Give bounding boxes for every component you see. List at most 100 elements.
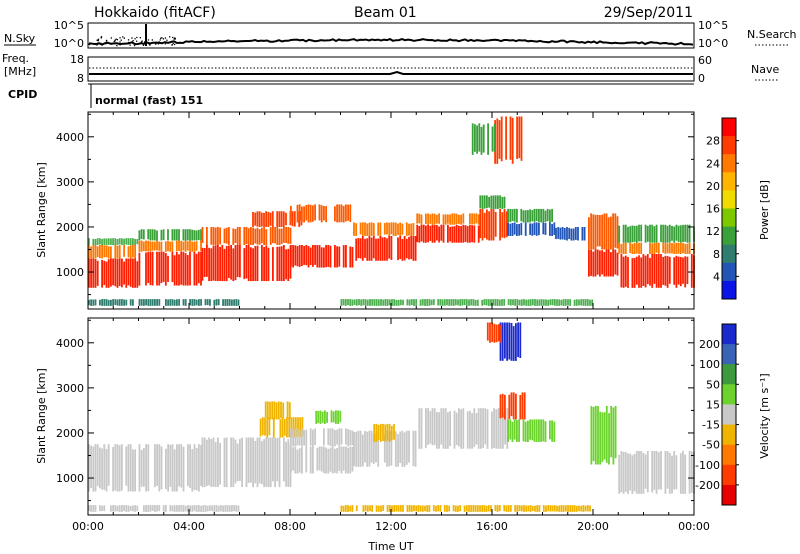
nave-tick-bottom: 0 bbox=[698, 72, 705, 85]
nsearch-tick-top: 10^5 bbox=[698, 19, 728, 32]
colorbar-segment bbox=[722, 384, 736, 405]
power-colorbar-label: Power [dB] bbox=[758, 180, 771, 240]
x-tick-label: 00:00 bbox=[72, 520, 104, 533]
velocity-band bbox=[590, 405, 617, 465]
colorbar-tick-label: 12 bbox=[706, 225, 720, 238]
power-band bbox=[138, 240, 202, 252]
nsky-tick-top: 10^5 bbox=[54, 19, 84, 32]
velocity-band bbox=[264, 401, 291, 420]
colorbar-segment bbox=[722, 172, 736, 191]
colorbar-tick-label: 28 bbox=[706, 135, 720, 148]
power-band bbox=[479, 195, 506, 209]
colorbar-segment bbox=[722, 364, 736, 385]
power-band bbox=[252, 211, 303, 227]
power-band bbox=[88, 245, 136, 259]
colorbar-tick-label: 50 bbox=[706, 378, 720, 391]
velocity-band bbox=[499, 392, 526, 420]
y-tick-label: 2000 bbox=[56, 427, 84, 440]
y-tick-label: 1000 bbox=[56, 472, 84, 485]
power-band bbox=[618, 224, 695, 243]
velocity-band bbox=[88, 505, 240, 512]
x-tick-label: 00:00 bbox=[678, 520, 710, 533]
power-band bbox=[479, 208, 508, 241]
date-title: 29/Sep/2011 bbox=[604, 5, 693, 21]
y-tick-label: 3000 bbox=[56, 176, 84, 189]
nave-tick-top: 60 bbox=[698, 54, 712, 67]
velocity-band bbox=[418, 408, 509, 449]
colorbar-segment bbox=[722, 154, 736, 173]
cpid-panel: CPID normal (fast) 151 bbox=[8, 83, 694, 108]
colorbar-tick-label: -15 bbox=[702, 419, 720, 432]
velocity-band bbox=[201, 437, 292, 488]
x-tick-label: 12:00 bbox=[375, 520, 407, 533]
x-axis-label: Time UT bbox=[367, 540, 413, 553]
beam-title: Beam 01 bbox=[354, 5, 417, 21]
colorbar-tick-label: 24 bbox=[706, 157, 720, 170]
colorbar-segment bbox=[722, 404, 736, 425]
x-tick-label: 20:00 bbox=[577, 520, 609, 533]
freq-panel: Freq. [MHz] 18 8 60 0 Nave bbox=[2, 52, 779, 85]
nsearch-label: N.Search bbox=[747, 28, 797, 41]
velocity-band bbox=[290, 446, 354, 474]
power-band bbox=[138, 229, 202, 241]
nsky-tick-bottom: 10^0 bbox=[54, 37, 84, 50]
x-tick-label: 16:00 bbox=[476, 520, 508, 533]
colorbar-tick-label: 8 bbox=[713, 248, 720, 261]
freq-tick-bottom: 8 bbox=[77, 72, 84, 85]
nsearch-tick-bottom: 10^0 bbox=[698, 37, 728, 50]
colorbar-tick-label: 20 bbox=[706, 180, 720, 193]
velocity-band bbox=[290, 428, 354, 447]
power-band bbox=[416, 224, 480, 243]
nsky-search-dots bbox=[96, 24, 176, 47]
colorbar-tick-label: 16 bbox=[706, 203, 720, 216]
velocity-ylabel: Slant Range [km] bbox=[35, 368, 48, 464]
colorbar-segment bbox=[722, 424, 736, 446]
y-tick-label: 4000 bbox=[56, 337, 84, 350]
power-band bbox=[290, 245, 354, 268]
power-band bbox=[88, 258, 139, 288]
freq-trace bbox=[89, 70, 693, 75]
colorbar-segment bbox=[722, 226, 736, 246]
power-band bbox=[355, 236, 417, 261]
power-band bbox=[620, 254, 695, 288]
power-band bbox=[507, 208, 553, 223]
power-band bbox=[471, 123, 496, 155]
y-tick-label: 3000 bbox=[56, 382, 84, 395]
power-band bbox=[88, 299, 240, 306]
colorbar-tick-label: 200 bbox=[699, 338, 720, 351]
y-tick-label: 1000 bbox=[56, 266, 84, 279]
velocity-band bbox=[507, 419, 556, 442]
power-ylabel: Slant Range [km] bbox=[35, 162, 48, 258]
power-data bbox=[88, 116, 695, 306]
nave-label: Nave bbox=[751, 63, 779, 76]
colorbar-tick-label: -200 bbox=[695, 479, 720, 492]
x-tick-label: 04:00 bbox=[173, 520, 205, 533]
nsky-trace bbox=[88, 38, 694, 46]
x-tick-label: 08:00 bbox=[274, 520, 306, 533]
velocity-band bbox=[373, 423, 395, 442]
freq-unit-label: [MHz] bbox=[4, 65, 36, 78]
freq-tick-top: 18 bbox=[70, 53, 84, 66]
velocity-band bbox=[618, 451, 695, 494]
power-band bbox=[555, 227, 586, 241]
freq-label: Freq. bbox=[2, 52, 29, 65]
colorbar-tick-label: -100 bbox=[695, 459, 720, 472]
velocity-data bbox=[88, 322, 695, 512]
colorbar-segment bbox=[722, 464, 736, 486]
velocity-band bbox=[340, 505, 591, 512]
power-band bbox=[201, 227, 292, 245]
power-band bbox=[618, 242, 695, 254]
colorbar-segment bbox=[722, 136, 736, 155]
power-band bbox=[138, 251, 202, 286]
cpid-value: normal (fast) 151 bbox=[95, 94, 203, 107]
power-band bbox=[201, 245, 292, 282]
colorbar-segment bbox=[722, 190, 736, 209]
power-colorbar: 28 24 20 16 12 8 4 bbox=[706, 117, 739, 300]
power-band bbox=[290, 204, 352, 223]
power-band bbox=[507, 222, 556, 236]
colorbar-segment bbox=[722, 484, 736, 506]
colorbar-segment bbox=[722, 344, 736, 365]
colorbar-tick-label: 4 bbox=[713, 270, 720, 283]
colorbar-tick-label: 15 bbox=[706, 398, 720, 411]
